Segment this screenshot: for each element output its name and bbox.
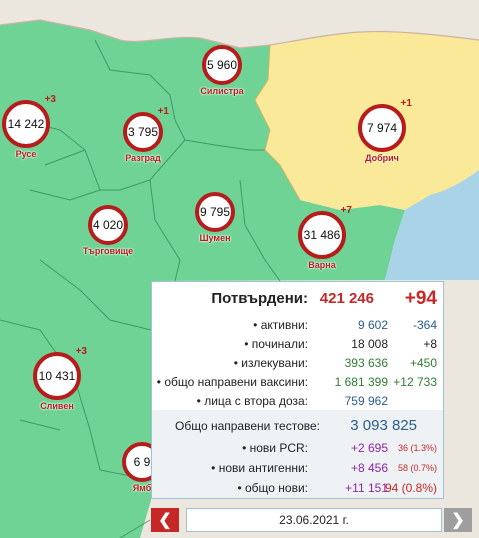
marker-label: Разград bbox=[125, 153, 161, 163]
stats-row: • лица с втора доза: 759 962 bbox=[152, 391, 443, 411]
marker-value: 4 020 bbox=[88, 205, 128, 245]
stats-label: • общо направени ваксини: bbox=[156, 375, 308, 389]
marker-label: Варна bbox=[308, 260, 336, 270]
region-marker[interactable]: 4 020 Търговище bbox=[73, 205, 143, 256]
marker-value: 5 960 bbox=[202, 45, 242, 85]
tests-value: 3 093 825 bbox=[350, 417, 417, 434]
marker-label: Търговище bbox=[82, 246, 134, 256]
stats-row: • активни: 9 602 -364 bbox=[152, 315, 443, 335]
confirmed-label: Потвърдени: bbox=[211, 290, 308, 307]
stats-panel: Потвърдени: 421 246 +94 • активни: 9 602 -… bbox=[151, 281, 444, 499]
marker-value: 9 795 bbox=[195, 192, 235, 232]
marker-delta: +1 bbox=[157, 106, 169, 117]
stats-label: • излекувани: bbox=[233, 356, 308, 370]
marker-label: Добрич bbox=[365, 153, 399, 163]
test-value: +11 151 bbox=[345, 481, 388, 495]
region-marker[interactable]: 5 960 Силистра bbox=[187, 45, 257, 96]
marker-label: Сливен bbox=[40, 401, 74, 411]
region-marker[interactable]: 14 242 +3 Русе bbox=[0, 94, 61, 159]
marker-label: Силистра bbox=[200, 86, 244, 96]
confirmed-delta: +94 bbox=[404, 288, 437, 309]
stats-value: 759 962 bbox=[344, 394, 388, 408]
marker-value: 7 974 bbox=[358, 104, 406, 152]
stats-delta: +450 bbox=[409, 356, 437, 370]
region-marker[interactable]: 31 486 +7 Варна bbox=[287, 205, 357, 270]
stats-value: 18 008 bbox=[351, 337, 388, 351]
marker-label: Русе bbox=[15, 149, 37, 159]
test-row: • нови PCR: +2 695 36 (1.3%) bbox=[152, 438, 443, 458]
marker-value: 10 431 bbox=[33, 352, 81, 400]
stats-delta: +12 733 bbox=[393, 375, 437, 389]
date-display: 23.06.2021 г. bbox=[186, 508, 442, 532]
date-navigation: ❮ 23.06.2021 г. ❯ bbox=[151, 508, 472, 532]
test-value: +2 695 bbox=[350, 441, 388, 455]
stats-label: • активни: bbox=[253, 318, 308, 332]
stats-value: 9 602 bbox=[357, 318, 388, 332]
stats-row: • починали: 18 008 +8 bbox=[152, 334, 443, 354]
chevron-right-icon: ❯ bbox=[451, 512, 465, 529]
confirmed-value: 421 246 bbox=[319, 290, 374, 307]
test-label: • нови PCR: bbox=[242, 441, 308, 455]
next-day-button[interactable]: ❯ bbox=[444, 508, 472, 532]
tests-section bbox=[152, 410, 443, 498]
stats-value: 393 636 bbox=[344, 356, 388, 370]
marker-delta: +3 bbox=[44, 94, 56, 105]
test-delta: 58 (0.7%) bbox=[397, 463, 437, 473]
chevron-left-icon: ❮ bbox=[158, 512, 172, 529]
marker-delta: +1 bbox=[400, 98, 412, 109]
region-marker[interactable]: 3 795 +1 Разград bbox=[108, 106, 178, 163]
stats-delta: +8 bbox=[423, 337, 437, 351]
marker-value: 31 486 bbox=[298, 211, 346, 259]
region-marker[interactable]: 9 795 Шумен bbox=[180, 192, 250, 243]
confirmed-row: Потвърдени: 421 246 +94 bbox=[152, 287, 443, 311]
marker-delta: +7 bbox=[340, 205, 352, 216]
stats-label: • лица с втора доза: bbox=[196, 394, 308, 408]
prev-day-button[interactable]: ❮ bbox=[151, 508, 179, 532]
marker-delta: +3 bbox=[75, 346, 87, 357]
stats-value: 1 681 399 bbox=[334, 375, 388, 389]
test-delta: 94 (0.8%) bbox=[384, 481, 437, 495]
stats-delta: -364 bbox=[412, 318, 437, 332]
stats-row: • общо направени ваксини: 1 681 399 +12 73… bbox=[152, 372, 443, 392]
stats-row: • излекувани: 393 636 +450 bbox=[152, 353, 443, 373]
marker-label: Шумен bbox=[199, 233, 231, 243]
region-marker[interactable]: 7 974 +1 Добрич bbox=[347, 98, 417, 163]
region-marker[interactable]: 10 431 +3 Сливен bbox=[22, 346, 92, 411]
tests-row: Общо направени тестове: 3 093 825 bbox=[152, 415, 443, 437]
test-delta: 36 (1.3%) bbox=[397, 443, 437, 453]
test-label: • общо нови: bbox=[237, 481, 308, 495]
marker-value: 14 242 bbox=[2, 100, 50, 148]
test-row: • общо нови: +11 151 94 (0.8%) bbox=[152, 478, 443, 498]
marker-label: Ямб bbox=[132, 483, 152, 493]
marker-value: 3 795 bbox=[123, 112, 163, 152]
test-value: +8 456 bbox=[350, 461, 388, 475]
test-label: • нови антигенни: bbox=[211, 461, 308, 475]
tests-label: Общо направени тестове: bbox=[175, 419, 320, 433]
test-row: • нови антигенни: +8 456 58 (0.7%) bbox=[152, 458, 443, 478]
stats-label: • починали: bbox=[244, 337, 308, 351]
